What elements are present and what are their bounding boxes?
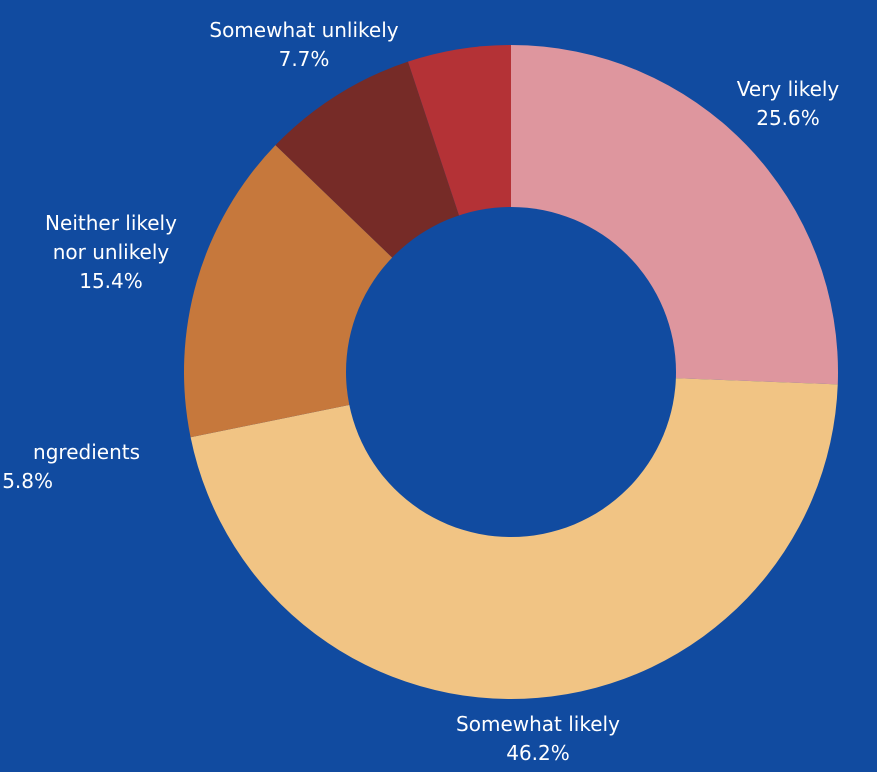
slice-value-label: 46.2% — [506, 741, 570, 765]
slice-value-label: 15.4% — [79, 269, 143, 293]
partial-label-text: ngredients — [33, 440, 140, 464]
slice-value-label: 25.6% — [756, 106, 820, 130]
slice-label-2: Neither likely nor unlikely 15.4% — [45, 211, 177, 293]
labels-layer: Very likely 25.6% Somewhat likely 46.2% Neit… — [2, 18, 839, 765]
slice-label-line: Somewhat unlikely — [209, 18, 398, 42]
slice-label-line: Very likely — [737, 77, 840, 101]
slice-label-0: Very likely 25.6% — [737, 77, 840, 130]
slice-label-line: nor unlikely — [53, 240, 170, 264]
partial-label: ngredients 5.8% — [2, 440, 140, 493]
slice-label-3: Somewhat unlikely 7.7% — [209, 18, 398, 71]
slice-label-line: Somewhat likely — [456, 712, 620, 736]
donut-hole — [346, 207, 676, 537]
slice-label-1: Somewhat likely 46.2% — [456, 712, 620, 765]
slice-value-label: 7.7% — [279, 47, 330, 71]
partial-label-value: 5.8% — [2, 469, 53, 493]
slice-label-line: Neither likely — [45, 211, 177, 235]
